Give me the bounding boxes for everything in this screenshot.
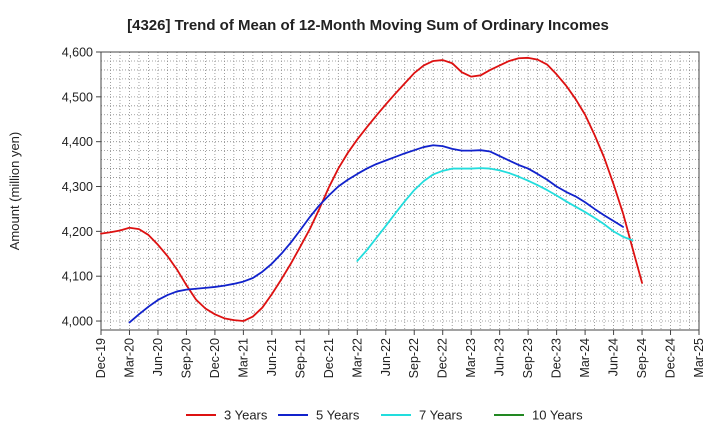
x-axis: Dec-19 Mar-20 Jun-20 Sep-20 Dec-20 Mar-21 Jun-…	[94, 330, 706, 378]
legend-label-10-years: 10 Years	[532, 408, 583, 423]
x-tick-label: Mar-20	[122, 338, 136, 378]
series-lines	[100, 56, 643, 324]
x-tick-label: Mar-24	[578, 338, 592, 378]
x-tick-label: Dec-24	[664, 338, 678, 378]
x-tick-label: Sep-20	[179, 338, 193, 378]
x-tick-label: Dec-21	[322, 338, 336, 378]
plot-frame	[100, 51, 700, 331]
x-tick-label: Dec-19	[94, 338, 108, 378]
chart-title: [4326] Trend of Mean of 12-Month Moving …	[127, 17, 609, 34]
x-tick-label: Jun-22	[379, 338, 393, 376]
legend-label-5-years: 5 Years	[316, 408, 360, 423]
x-tick-label: Mar-23	[464, 338, 478, 378]
x-tick-label: Sep-24	[635, 338, 649, 378]
y-axis-label: Amount (million yen)	[7, 132, 22, 251]
x-tick-label: Sep-21	[293, 338, 307, 378]
x-tick-label: Dec-23	[550, 338, 564, 378]
x-tick-label: Jun-21	[265, 338, 279, 376]
x-tick-label: Jun-20	[151, 338, 165, 376]
plot-area	[101, 52, 699, 330]
y-tick-label: 4,600	[62, 46, 93, 60]
x-tick-label: Mar-21	[236, 338, 250, 378]
x-tick-label: Jun-23	[493, 338, 507, 376]
y-tick-label: 4,300	[62, 180, 93, 194]
x-tick-label: Sep-23	[521, 338, 535, 378]
x-tick-label: Sep-22	[407, 338, 421, 378]
y-tick-label: 4,500	[62, 90, 93, 104]
x-tick-label: Dec-22	[436, 338, 450, 378]
x-tick-label: Mar-25	[692, 338, 706, 378]
y-tick-label: 4,400	[62, 135, 93, 149]
series-line-3-years	[100, 56, 643, 322]
y-tick-label: 4,100	[62, 270, 93, 284]
y-tick-label: 4,000	[62, 315, 93, 329]
series-line-7-years	[356, 167, 634, 262]
legend-label-3-years: 3 Years	[224, 408, 268, 423]
legend-label-7-years: 7 Years	[419, 408, 463, 423]
y-axis: 4,000 4,100 4,200 4,300 4,400 4,500 4,600	[62, 46, 101, 329]
x-tick-label: Dec-20	[208, 338, 222, 378]
legend: 3 Years 5 Years 7 Years 10 Years	[186, 408, 583, 423]
y-tick-label: 4,200	[62, 225, 93, 239]
series-line-5-years	[128, 144, 624, 324]
x-tick-label: Mar-22	[350, 338, 364, 378]
x-tick-label: Jun-24	[607, 338, 621, 376]
